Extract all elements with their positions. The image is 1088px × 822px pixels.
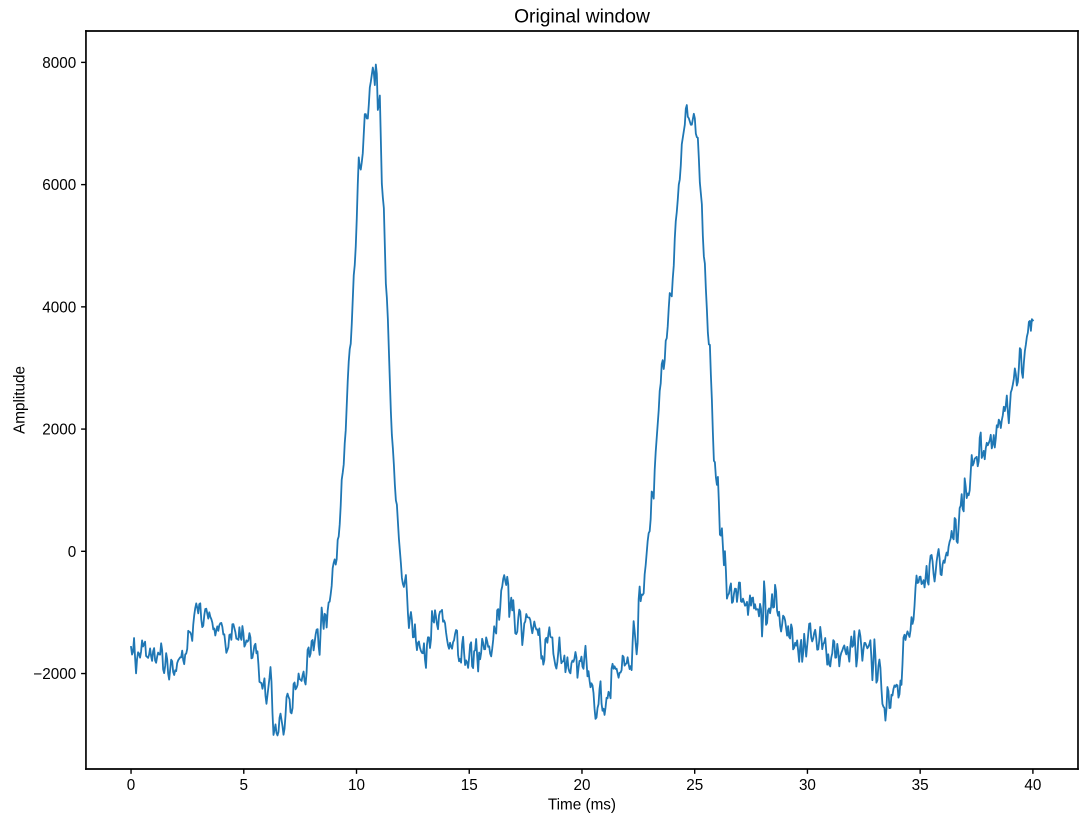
svg-text:Time (ms): Time (ms) <box>548 797 616 814</box>
svg-text:0: 0 <box>68 544 77 561</box>
svg-text:4000: 4000 <box>42 299 76 316</box>
svg-text:30: 30 <box>799 777 816 794</box>
svg-text:15: 15 <box>461 777 478 794</box>
svg-text:10: 10 <box>348 777 365 794</box>
svg-text:20: 20 <box>573 777 590 794</box>
svg-text:8000: 8000 <box>42 55 76 72</box>
svg-text:Original window: Original window <box>514 7 650 28</box>
svg-text:35: 35 <box>912 777 929 794</box>
svg-text:6000: 6000 <box>42 177 76 194</box>
svg-text:25: 25 <box>686 777 703 794</box>
svg-text:2000: 2000 <box>42 422 76 439</box>
svg-text:Amplitude: Amplitude <box>12 366 29 434</box>
svg-text:0: 0 <box>127 777 136 794</box>
svg-text:40: 40 <box>1024 777 1041 794</box>
svg-text:−2000: −2000 <box>33 666 76 683</box>
svg-text:5: 5 <box>240 777 249 794</box>
